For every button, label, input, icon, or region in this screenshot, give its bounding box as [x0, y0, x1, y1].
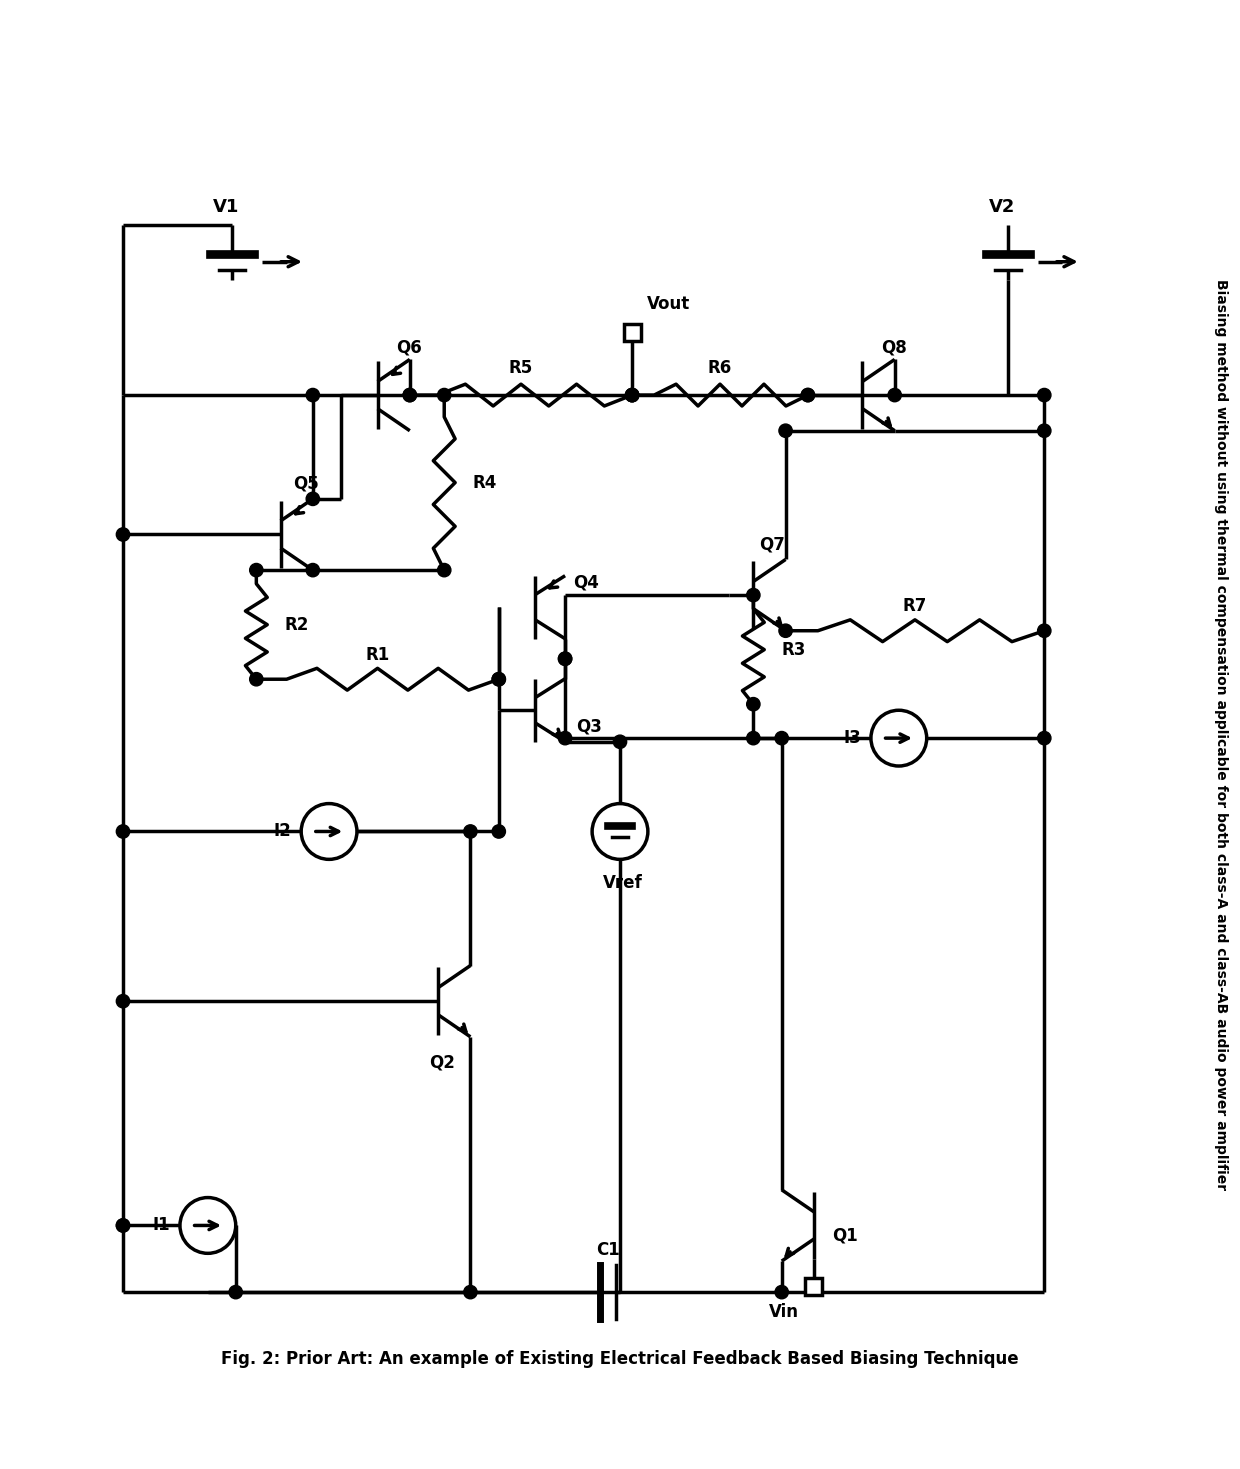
Text: R7: R7: [903, 598, 928, 616]
Text: Fig. 2: Prior Art: An example of Existing Electrical Feedback Based Biasing Tech: Fig. 2: Prior Art: An example of Existin…: [221, 1350, 1019, 1368]
Circle shape: [249, 673, 263, 686]
Text: V1: V1: [213, 198, 239, 216]
Circle shape: [403, 388, 417, 401]
Text: Q3: Q3: [577, 717, 601, 734]
Text: Vin: Vin: [769, 1303, 799, 1321]
Circle shape: [558, 732, 572, 745]
Circle shape: [492, 673, 506, 686]
Circle shape: [1038, 425, 1052, 438]
Text: Q2: Q2: [429, 1053, 455, 1071]
Circle shape: [438, 388, 451, 401]
Circle shape: [625, 388, 639, 401]
Circle shape: [1038, 388, 1052, 401]
Text: Biasing method without using thermal compensation applicable for both class-A an: Biasing method without using thermal com…: [1214, 279, 1229, 1190]
Bar: [624, 323, 641, 341]
Text: R5: R5: [508, 360, 533, 378]
Text: Vref: Vref: [603, 874, 642, 892]
Text: Q1: Q1: [832, 1227, 858, 1244]
Circle shape: [117, 1219, 130, 1232]
Circle shape: [801, 388, 815, 401]
Text: I1: I1: [153, 1216, 170, 1234]
Circle shape: [558, 652, 572, 665]
Circle shape: [614, 734, 626, 748]
Text: Vout: Vout: [647, 295, 689, 313]
Circle shape: [117, 824, 130, 839]
Circle shape: [625, 388, 639, 401]
Text: V2: V2: [988, 198, 1016, 216]
Circle shape: [801, 388, 815, 401]
Circle shape: [492, 824, 506, 839]
Circle shape: [746, 589, 760, 602]
Bar: [806, 1278, 822, 1294]
Text: R3: R3: [781, 640, 806, 658]
Circle shape: [888, 388, 901, 401]
Circle shape: [306, 564, 320, 577]
Circle shape: [625, 388, 639, 401]
Text: I2: I2: [274, 823, 291, 840]
Circle shape: [117, 1219, 130, 1232]
Circle shape: [249, 564, 263, 577]
Text: Q7: Q7: [759, 535, 785, 554]
Text: R4: R4: [472, 473, 496, 492]
Text: I3: I3: [843, 729, 862, 748]
Circle shape: [403, 388, 417, 401]
Circle shape: [229, 1285, 242, 1299]
Circle shape: [438, 564, 451, 577]
Circle shape: [1038, 624, 1052, 638]
Circle shape: [306, 492, 320, 505]
Circle shape: [775, 732, 789, 745]
Circle shape: [558, 652, 572, 665]
Circle shape: [775, 1285, 789, 1299]
Text: R2: R2: [284, 616, 309, 633]
Circle shape: [306, 388, 320, 401]
Circle shape: [1038, 732, 1052, 745]
Circle shape: [464, 1285, 477, 1299]
Circle shape: [117, 527, 130, 541]
Circle shape: [746, 698, 760, 711]
Circle shape: [779, 624, 792, 638]
Text: C1: C1: [596, 1241, 620, 1259]
Circle shape: [746, 732, 760, 745]
Text: Q4: Q4: [573, 573, 599, 591]
Circle shape: [779, 425, 792, 438]
Circle shape: [492, 673, 506, 686]
Text: Q8: Q8: [880, 338, 906, 357]
Text: Q5: Q5: [293, 474, 319, 492]
Circle shape: [464, 824, 477, 839]
Text: R6: R6: [708, 360, 732, 378]
Circle shape: [117, 995, 130, 1008]
Text: Q6: Q6: [396, 338, 422, 357]
Text: R1: R1: [366, 646, 389, 664]
